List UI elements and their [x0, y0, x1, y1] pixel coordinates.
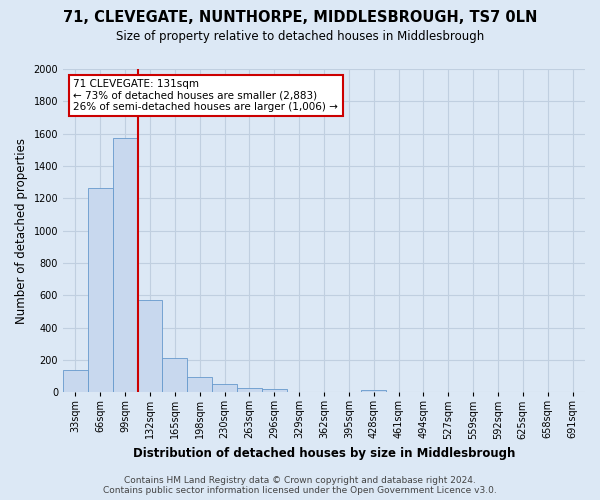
Bar — [63, 370, 88, 392]
Bar — [212, 384, 237, 392]
Text: Contains HM Land Registry data © Crown copyright and database right 2024.
Contai: Contains HM Land Registry data © Crown c… — [103, 476, 497, 495]
Bar — [187, 377, 212, 392]
Bar — [237, 388, 262, 392]
X-axis label: Distribution of detached houses by size in Middlesbrough: Distribution of detached houses by size … — [133, 447, 515, 460]
Bar — [262, 390, 287, 392]
Text: Size of property relative to detached houses in Middlesbrough: Size of property relative to detached ho… — [116, 30, 484, 43]
Bar — [88, 188, 113, 392]
Text: 71 CLEVEGATE: 131sqm
← 73% of detached houses are smaller (2,883)
26% of semi-de: 71 CLEVEGATE: 131sqm ← 73% of detached h… — [73, 78, 338, 112]
Bar — [113, 138, 137, 392]
Y-axis label: Number of detached properties: Number of detached properties — [15, 138, 28, 324]
Bar — [137, 300, 163, 392]
Bar — [163, 358, 187, 392]
Text: 71, CLEVEGATE, NUNTHORPE, MIDDLESBROUGH, TS7 0LN: 71, CLEVEGATE, NUNTHORPE, MIDDLESBROUGH,… — [63, 10, 537, 25]
Bar — [361, 390, 386, 392]
